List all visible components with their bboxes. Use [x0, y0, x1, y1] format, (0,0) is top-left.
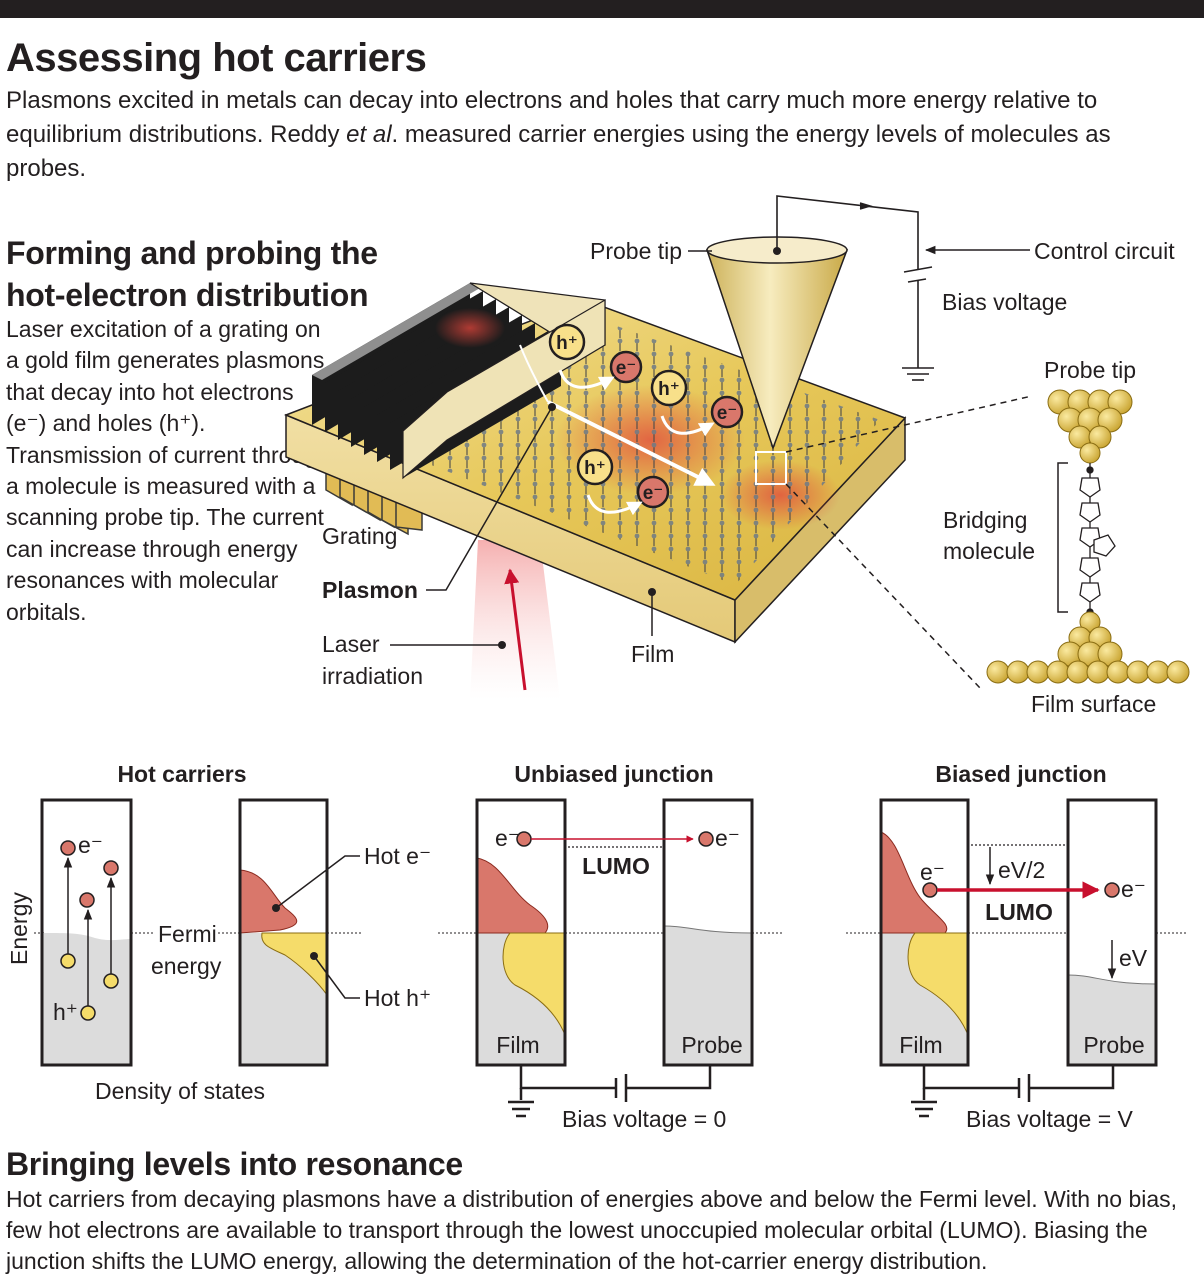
- junction-inset: Probe tip Bridging molecule: [943, 357, 1190, 717]
- label-hot-electron: Hot e⁻: [364, 843, 431, 869]
- panel-unbiased-junction: Unbiased junction Film Probe e⁻ e⁻ LUMO: [438, 761, 782, 1132]
- probe-box-unbiased: [662, 798, 754, 1067]
- page-title: Assessing hot carriers: [6, 36, 427, 80]
- label-lumo-biased: LUMO: [985, 899, 1053, 925]
- film-hot-hole-distribution: [502, 932, 566, 1036]
- film-hot-hole-distribution-biased: [907, 932, 969, 1036]
- control-circuit-wiring: [776, 195, 934, 381]
- label-film-unbiased: Film: [496, 1032, 539, 1058]
- carrier-pair-2: h⁺ e⁻: [650, 369, 744, 437]
- film-hot-electron-distribution: [476, 857, 549, 934]
- label-bias-v: Bias voltage = V: [966, 1106, 1134, 1132]
- label-probe-tip: Probe tip: [590, 238, 682, 264]
- bias-circuit-biased: [911, 1065, 1115, 1118]
- hole: [60, 953, 76, 969]
- label-film: Film: [631, 641, 674, 667]
- forming-heading-line2: hot-electron distribution: [6, 277, 369, 313]
- label-laser-line2: irradiation: [322, 663, 423, 689]
- label-laser-line1: Laser: [322, 631, 380, 657]
- electron-badge-label: e⁻: [717, 403, 738, 424]
- electron-badge: [710, 395, 744, 429]
- carrier-pair-1: h⁺ e⁻: [548, 323, 643, 391]
- film-hot-electron-distribution-biased: [880, 831, 948, 934]
- excited-electron: [60, 840, 76, 856]
- inset-molecule-chain: [1079, 463, 1116, 618]
- grating: [312, 282, 606, 480]
- laser-arrow: [504, 568, 527, 691]
- resonance-heading: Bringing levels into resonance: [6, 1146, 463, 1182]
- label-hole: h⁺: [53, 999, 78, 1025]
- inset-probe-tip-atoms: [1047, 389, 1133, 464]
- resonance-body: Hot carriers from decaying plasmons have…: [6, 1186, 1178, 1274]
- electron-badge: [609, 350, 643, 384]
- top-rule: [0, 0, 1204, 18]
- label-electron-right-biased: e⁻: [1121, 876, 1146, 902]
- energy-axis-label: Energy: [6, 892, 32, 965]
- forming-heading-line1: Forming and probing the: [6, 235, 378, 271]
- hole-badge: [650, 369, 688, 407]
- label-electron-left-unbiased: e⁻: [495, 825, 520, 851]
- junction-highlight: [755, 451, 787, 485]
- panel-title-biased: Biased junction: [935, 761, 1106, 787]
- label-lumo-unbiased: LUMO: [582, 853, 650, 879]
- device-illustration: h⁺ e⁻ h⁺ e⁻ h⁺ e⁻: [283, 195, 1175, 700]
- label-probe-unbiased: Probe: [681, 1032, 742, 1058]
- hole: [103, 973, 119, 989]
- electron-badge-label: e⁻: [643, 483, 664, 504]
- carrier-pair-3: h⁺ e⁻: [576, 448, 670, 516]
- hole-badge-label: h⁺: [658, 379, 680, 400]
- hole-badge-label: h⁺: [584, 458, 606, 479]
- label-control-circuit: Control circuit: [1034, 238, 1175, 264]
- electron-badge: [636, 475, 670, 509]
- inset-label-probe-tip: Probe tip: [1044, 357, 1136, 383]
- excited-electron: [103, 860, 119, 876]
- panel-biased-junction: Biased junction Film Probe eV/2 eV e⁻ e⁻…: [846, 761, 1186, 1132]
- inset-film-atoms: [986, 611, 1190, 684]
- hole-badge-label: h⁺: [556, 333, 578, 354]
- dos-axis-label: Density of states: [95, 1078, 265, 1104]
- probe-fill-biased: [1068, 975, 1156, 1065]
- bias-circuit-unbiased: [508, 1065, 712, 1118]
- label-plasmon: Plasmon: [322, 577, 418, 603]
- panel-hot-carriers: Hot carriers Energy e⁻ h⁺ Fermi energy H…: [6, 761, 431, 1104]
- label-electron: e⁻: [78, 832, 103, 858]
- hot-hole-distribution: [261, 932, 328, 997]
- fermi-label-line2: energy: [151, 953, 222, 979]
- inset-label-bridging-line2: molecule: [943, 538, 1035, 564]
- label-bias-zero: Bias voltage = 0: [562, 1106, 726, 1132]
- intro-text-part1: Plasmons excited in metals can decay int…: [6, 87, 1098, 148]
- label-electron-left-biased: e⁻: [920, 859, 945, 885]
- label-half-shift: eV/2: [998, 857, 1045, 883]
- label-hot-hole: Hot h⁺: [364, 985, 431, 1011]
- fermi-label-line1: Fermi: [158, 921, 217, 947]
- plasmon-leader: [426, 406, 553, 591]
- plasmon-arrow: [547, 400, 716, 486]
- probe-fill-unbiased: [664, 926, 752, 1065]
- hole-badge: [576, 448, 614, 486]
- panel-title-hot-carriers: Hot carriers: [117, 761, 246, 787]
- panel-title-unbiased: Unbiased junction: [514, 761, 713, 787]
- inset-label-film-surface: Film surface: [1031, 691, 1156, 717]
- hot-electron-distribution: [239, 869, 298, 934]
- laser-spot: [435, 308, 505, 348]
- inset-label-bridging-line1: Bridging: [943, 507, 1027, 533]
- label-film-biased: Film: [899, 1032, 942, 1058]
- intro-text-part2: . measured carrier energies using the en…: [6, 121, 1111, 182]
- hole: [80, 1005, 96, 1021]
- label-electron-right-unbiased: e⁻: [715, 825, 740, 851]
- label-bias-voltage: Bias voltage: [942, 289, 1067, 315]
- label-shift: eV: [1119, 945, 1148, 971]
- electron-badge-label: e⁻: [616, 358, 637, 379]
- label-grating: Grating: [322, 523, 397, 549]
- intro-text-italic: et al: [346, 121, 392, 148]
- excited-electron: [79, 892, 95, 908]
- label-probe-biased: Probe: [1083, 1032, 1144, 1058]
- intro-text: Plasmons excited in metals can decay int…: [6, 84, 1196, 186]
- forming-body: Laser excitation of a grating on a gold …: [6, 316, 330, 625]
- hole-badge: [548, 323, 586, 361]
